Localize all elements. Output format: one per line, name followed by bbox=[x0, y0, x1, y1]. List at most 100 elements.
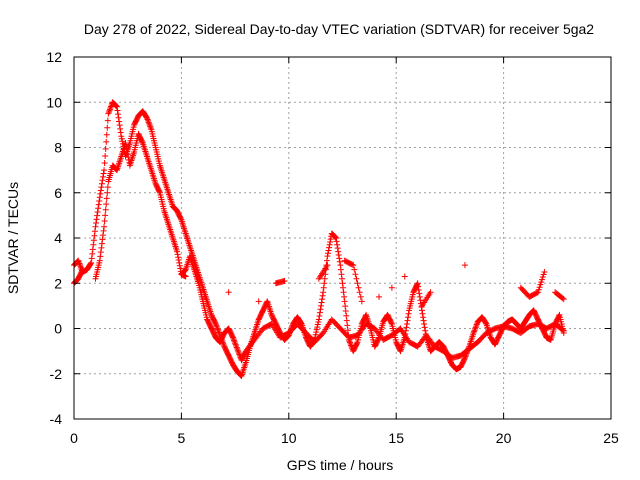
data-point bbox=[347, 341, 354, 348]
data-point bbox=[344, 327, 351, 334]
data-point bbox=[98, 240, 105, 247]
data-point bbox=[107, 104, 114, 111]
data-point bbox=[123, 145, 130, 152]
data-point bbox=[351, 266, 358, 273]
data-point bbox=[76, 260, 83, 267]
data-point bbox=[317, 306, 324, 313]
data-point bbox=[536, 284, 543, 291]
data-point bbox=[473, 322, 480, 329]
data-point bbox=[101, 218, 108, 225]
data-point bbox=[99, 232, 106, 239]
data-point bbox=[338, 271, 345, 278]
data-point bbox=[419, 310, 426, 317]
data-point bbox=[91, 232, 98, 239]
axis-ticks: 0 5 10 15 20 25 -4 -2 0 2 4 6 8 10 12 bbox=[46, 49, 619, 446]
data-point bbox=[313, 329, 320, 336]
data-point bbox=[537, 281, 544, 288]
data-point bbox=[174, 248, 181, 255]
data-point bbox=[106, 107, 113, 114]
data-point bbox=[559, 295, 566, 302]
data-point bbox=[77, 263, 84, 270]
data-point bbox=[540, 271, 547, 278]
data-point bbox=[427, 289, 434, 296]
data-point bbox=[324, 253, 331, 260]
data-point bbox=[174, 251, 181, 258]
data-point bbox=[354, 280, 361, 287]
data-point bbox=[421, 320, 428, 327]
data-point bbox=[376, 293, 383, 300]
data-point bbox=[177, 215, 184, 222]
data-point bbox=[215, 329, 222, 336]
data-point bbox=[472, 324, 479, 331]
data-point bbox=[115, 111, 122, 118]
data-point bbox=[112, 102, 119, 109]
data-point bbox=[108, 103, 115, 110]
data-point bbox=[338, 275, 345, 282]
data-point bbox=[96, 257, 103, 264]
data-point bbox=[89, 246, 96, 253]
data-point bbox=[320, 289, 327, 296]
data-point bbox=[99, 177, 106, 184]
data-point bbox=[559, 326, 566, 333]
data-point bbox=[344, 322, 351, 329]
data-point bbox=[539, 274, 546, 281]
data-point bbox=[341, 298, 348, 305]
data-point bbox=[416, 293, 423, 300]
data-point bbox=[340, 289, 347, 296]
data-point bbox=[230, 335, 237, 342]
x-tick-label: 10 bbox=[281, 430, 297, 446]
data-point bbox=[342, 303, 349, 310]
data-point bbox=[103, 138, 110, 145]
data-point bbox=[145, 119, 152, 126]
data-point bbox=[98, 184, 105, 191]
data-point bbox=[533, 289, 540, 296]
data-point bbox=[340, 284, 347, 291]
data-point bbox=[327, 238, 334, 245]
data-point bbox=[76, 261, 83, 268]
data-point bbox=[146, 120, 153, 127]
data-point bbox=[113, 103, 120, 110]
data-point bbox=[234, 347, 241, 354]
data-point bbox=[119, 138, 126, 145]
data-point bbox=[353, 340, 360, 347]
grid-lines bbox=[74, 57, 611, 419]
data-point bbox=[101, 167, 108, 174]
data-point bbox=[182, 273, 189, 280]
data-point bbox=[99, 236, 106, 243]
data-point bbox=[93, 220, 100, 227]
data-point bbox=[97, 187, 104, 194]
data-point bbox=[337, 262, 344, 269]
data-point bbox=[88, 259, 95, 266]
data-point bbox=[415, 283, 422, 290]
data-point bbox=[90, 241, 97, 248]
data-point bbox=[482, 320, 489, 327]
data-point bbox=[327, 236, 334, 243]
data-point bbox=[124, 148, 131, 155]
data-point bbox=[324, 262, 331, 269]
data-point bbox=[333, 235, 340, 241]
data-point bbox=[355, 284, 362, 291]
y-axis-label: SDTVAR / TECUs bbox=[5, 182, 21, 294]
data-point bbox=[102, 152, 109, 159]
data-point bbox=[388, 319, 395, 326]
data-point bbox=[320, 284, 327, 291]
data-point bbox=[343, 317, 350, 324]
data-point bbox=[326, 241, 333, 248]
data-point bbox=[113, 103, 120, 110]
data-point bbox=[103, 131, 110, 138]
data-point bbox=[98, 244, 105, 251]
data-point bbox=[343, 312, 350, 319]
data-point bbox=[97, 249, 104, 256]
data-point bbox=[331, 233, 338, 240]
data-point bbox=[349, 261, 356, 268]
data-point bbox=[117, 129, 124, 136]
data-point bbox=[336, 255, 343, 262]
data-point bbox=[145, 117, 152, 124]
data-point bbox=[415, 287, 422, 294]
data-point bbox=[213, 322, 220, 329]
data-point bbox=[414, 280, 421, 287]
data-point bbox=[461, 354, 468, 361]
data-point bbox=[358, 298, 365, 305]
data-point bbox=[93, 216, 100, 223]
